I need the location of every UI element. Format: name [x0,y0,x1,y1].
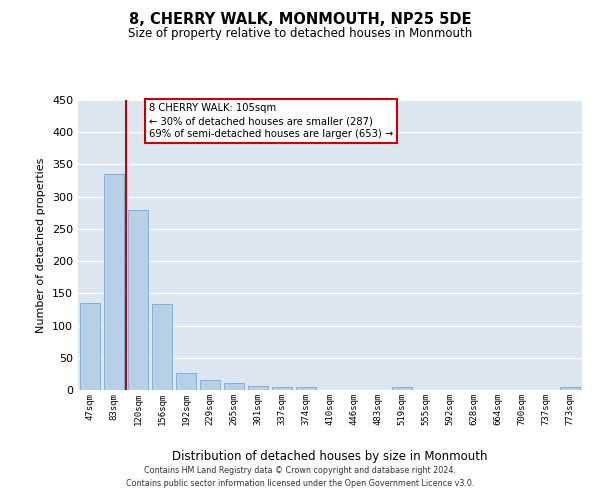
Bar [272,387,292,390]
Bar [296,388,316,390]
Bar [80,303,100,390]
Text: Contains HM Land Registry data © Crown copyright and database right 2024.
Contai: Contains HM Land Registry data © Crown c… [126,466,474,487]
Bar [128,210,148,390]
Bar [176,372,196,390]
Bar [560,388,580,390]
Text: 8, CHERRY WALK, MONMOUTH, NP25 5DE: 8, CHERRY WALK, MONMOUTH, NP25 5DE [129,12,471,28]
Text: Size of property relative to detached houses in Monmouth: Size of property relative to detached ho… [128,28,472,40]
Bar [152,304,172,390]
Bar [248,386,268,390]
Bar [104,174,124,390]
Bar [200,380,220,390]
Text: Distribution of detached houses by size in Monmouth: Distribution of detached houses by size … [172,450,488,463]
Bar [224,383,244,390]
Text: 8 CHERRY WALK: 105sqm
← 30% of detached houses are smaller (287)
69% of semi-det: 8 CHERRY WALK: 105sqm ← 30% of detached … [149,103,393,140]
Y-axis label: Number of detached properties: Number of detached properties [37,158,46,332]
Bar [392,388,412,390]
